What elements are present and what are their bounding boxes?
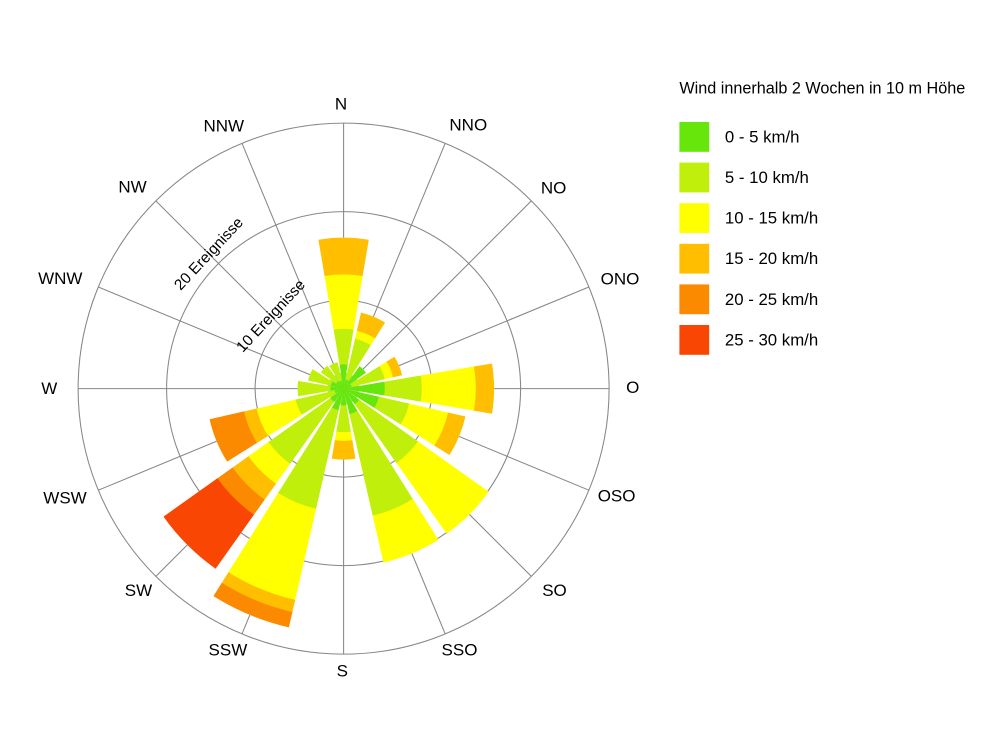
svg-text:0 - 5 km/h: 0 - 5 km/h (725, 127, 800, 146)
svg-text:SSW: SSW (209, 641, 248, 660)
svg-text:15 - 20 km/h: 15 - 20 km/h (725, 249, 818, 268)
svg-text:W: W (41, 379, 57, 398)
svg-text:25 - 30 km/h: 25 - 30 km/h (725, 330, 818, 349)
svg-text:WNW: WNW (38, 269, 82, 288)
svg-text:10 - 15 km/h: 10 - 15 km/h (725, 209, 818, 228)
svg-text:NNO: NNO (449, 115, 487, 134)
svg-text:SO: SO (542, 581, 567, 600)
svg-text:20 - 25 km/h: 20 - 25 km/h (725, 290, 818, 309)
svg-text:NW: NW (118, 178, 146, 197)
svg-text:SSO: SSO (442, 641, 478, 660)
svg-text:20 Ereignisse: 20 Ereignisse (171, 214, 247, 293)
svg-text:NO: NO (541, 178, 567, 197)
svg-text:WSW: WSW (43, 488, 86, 507)
svg-text:10 Ereignisse: 10 Ereignisse (233, 276, 309, 355)
svg-text:5 - 10 km/h: 5 - 10 km/h (725, 168, 809, 187)
svg-text:Wind innerhalb 2 Wochen in 10: Wind innerhalb 2 Wochen in 10 m Höhe (679, 80, 965, 98)
svg-text:NNW: NNW (203, 116, 244, 135)
svg-text:OSO: OSO (598, 487, 636, 506)
svg-text:S: S (337, 662, 348, 681)
svg-text:N: N (335, 94, 347, 113)
svg-text:ONO: ONO (601, 270, 640, 289)
svg-text:SW: SW (125, 581, 152, 600)
svg-text:O: O (626, 378, 639, 397)
